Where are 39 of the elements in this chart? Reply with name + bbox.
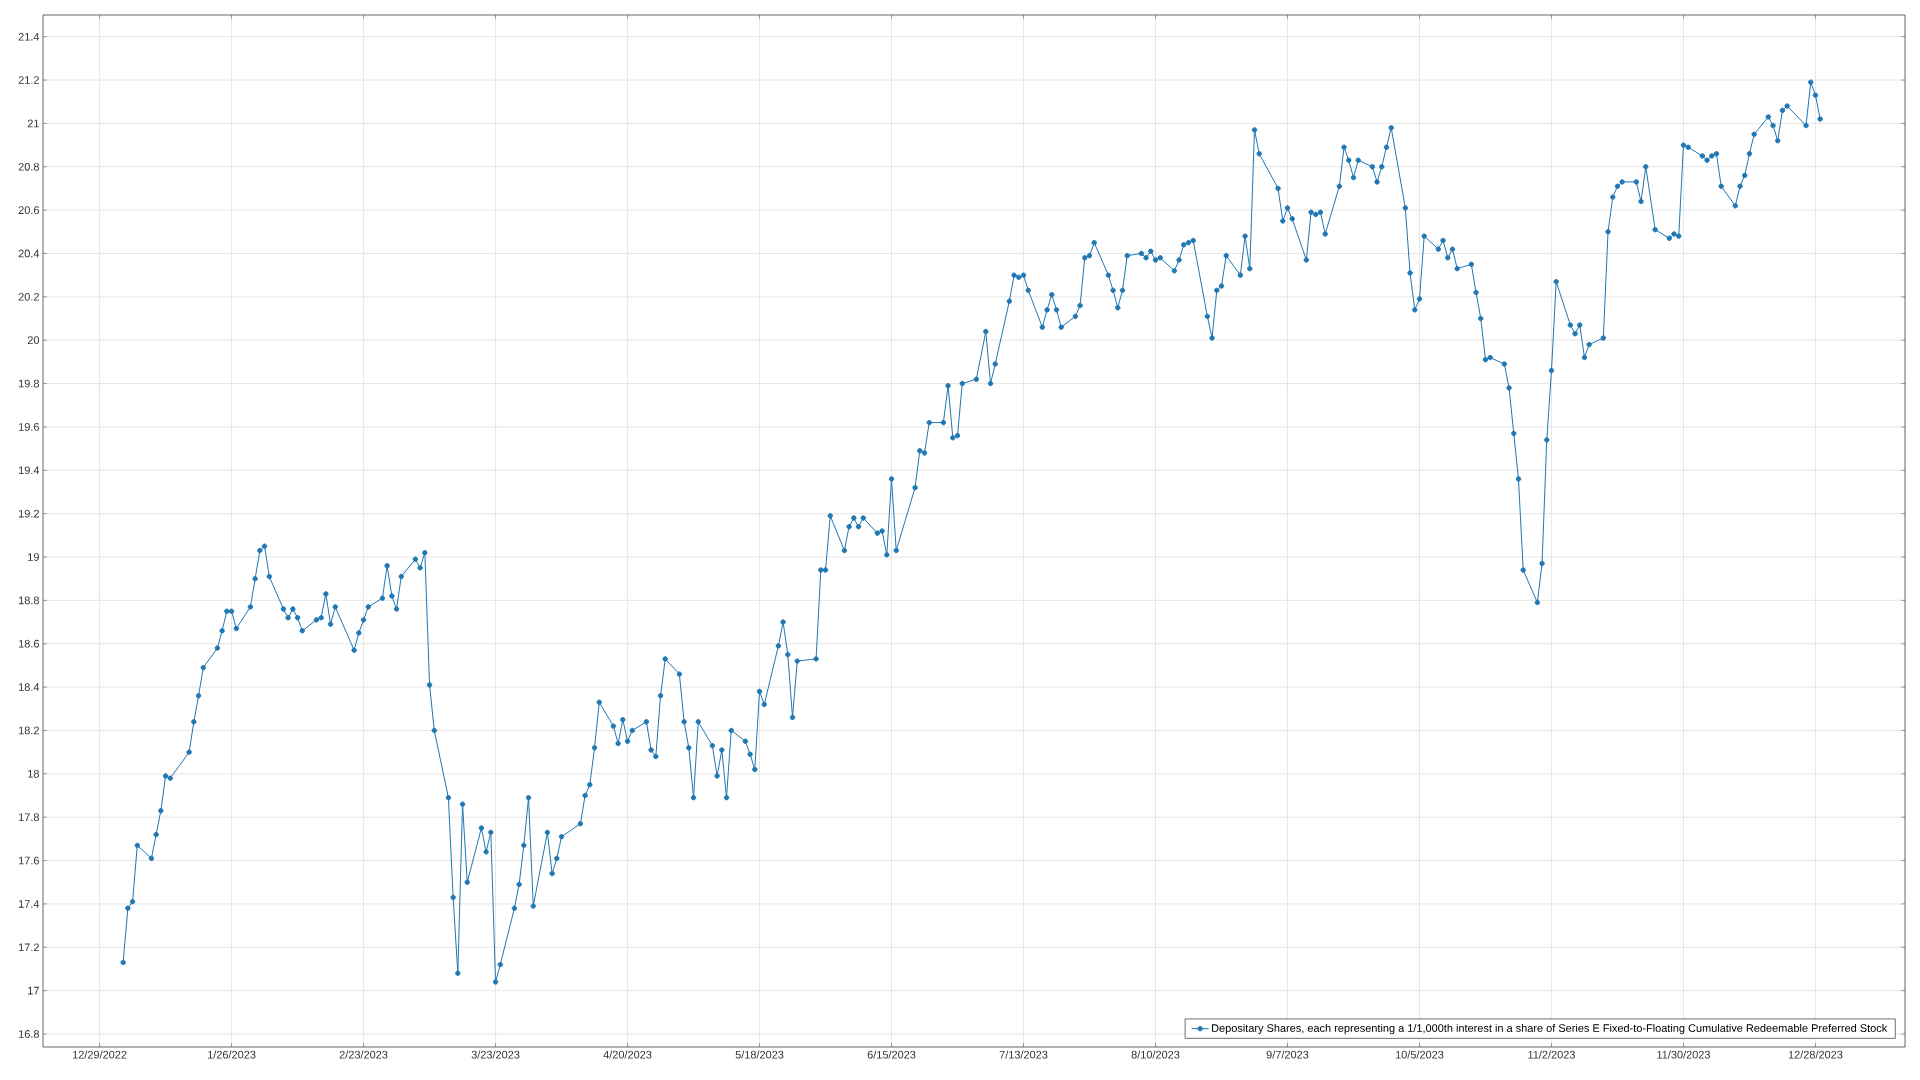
x-tick-label: 1/26/2023 xyxy=(208,1050,256,1059)
y-tick-label: 21.2 xyxy=(18,76,39,84)
x-tick-label: 2/23/2023 xyxy=(339,1050,388,1059)
y-tick-label: 21.4 xyxy=(18,32,40,41)
y-tick-label: 20.8 xyxy=(18,162,39,171)
x-tick-label: 4/20/2023 xyxy=(603,1050,652,1059)
y-tick-label: 19.8 xyxy=(18,379,39,388)
y-tick-label: 20.2 xyxy=(18,292,39,301)
x-tick-label: 9/7/2023 xyxy=(1266,1050,1309,1059)
y-tick-label: 16.8 xyxy=(18,1030,39,1038)
x-tick-label: 10/5/2023 xyxy=(1395,1050,1444,1059)
x-tick-label: 5/18/2023 xyxy=(735,1050,784,1059)
y-tick-label: 17 xyxy=(28,986,39,995)
y-tick-label: 20 xyxy=(27,336,40,345)
y-tick-label: 18.2 xyxy=(18,726,39,735)
y-tick-label: 20.6 xyxy=(18,206,39,214)
y-tick-label: 20.4 xyxy=(18,249,40,258)
x-tick-label: 8/10/2023 xyxy=(1131,1050,1180,1059)
y-tick-label: 18.8 xyxy=(18,596,39,605)
y-tick-label: 19.2 xyxy=(18,509,39,518)
y-tick-label: 18 xyxy=(28,769,39,778)
x-tick-label: 6/15/2023 xyxy=(867,1050,916,1059)
legend-label: Depositary Shares, each representing a 1/1,000th interest in a share of Series E Fixed-to-Floating Cumulative Redeemable Preferred Stock xyxy=(1212,1023,1888,1035)
y-tick-label: 17.6 xyxy=(18,856,39,865)
y-tick-label: 17.4 xyxy=(18,900,40,908)
y-tick-label: 18.6 xyxy=(18,639,39,648)
y-tick-label: 19.4 xyxy=(18,466,40,475)
x-tick-label: 3/23/2023 xyxy=(471,1050,520,1059)
y-tick-label: 19 xyxy=(28,553,39,561)
y-tick-label: 17.8 xyxy=(18,813,39,822)
x-tick-label: 7/13/2023 xyxy=(999,1050,1048,1059)
x-tick-label: 11/30/2023 xyxy=(1657,1050,1710,1059)
x-tick-label: 12/29/2022 xyxy=(72,1050,127,1059)
y-tick-label: 17.2 xyxy=(18,943,39,952)
y-tick-label: 18.4 xyxy=(18,683,40,691)
x-tick-label: 11/2/2023 xyxy=(1528,1050,1575,1059)
x-tick-label: 12/28/2023 xyxy=(1788,1050,1843,1059)
y-tick-label: 19.6 xyxy=(18,423,39,431)
y-tick-label: 21 xyxy=(27,119,39,128)
